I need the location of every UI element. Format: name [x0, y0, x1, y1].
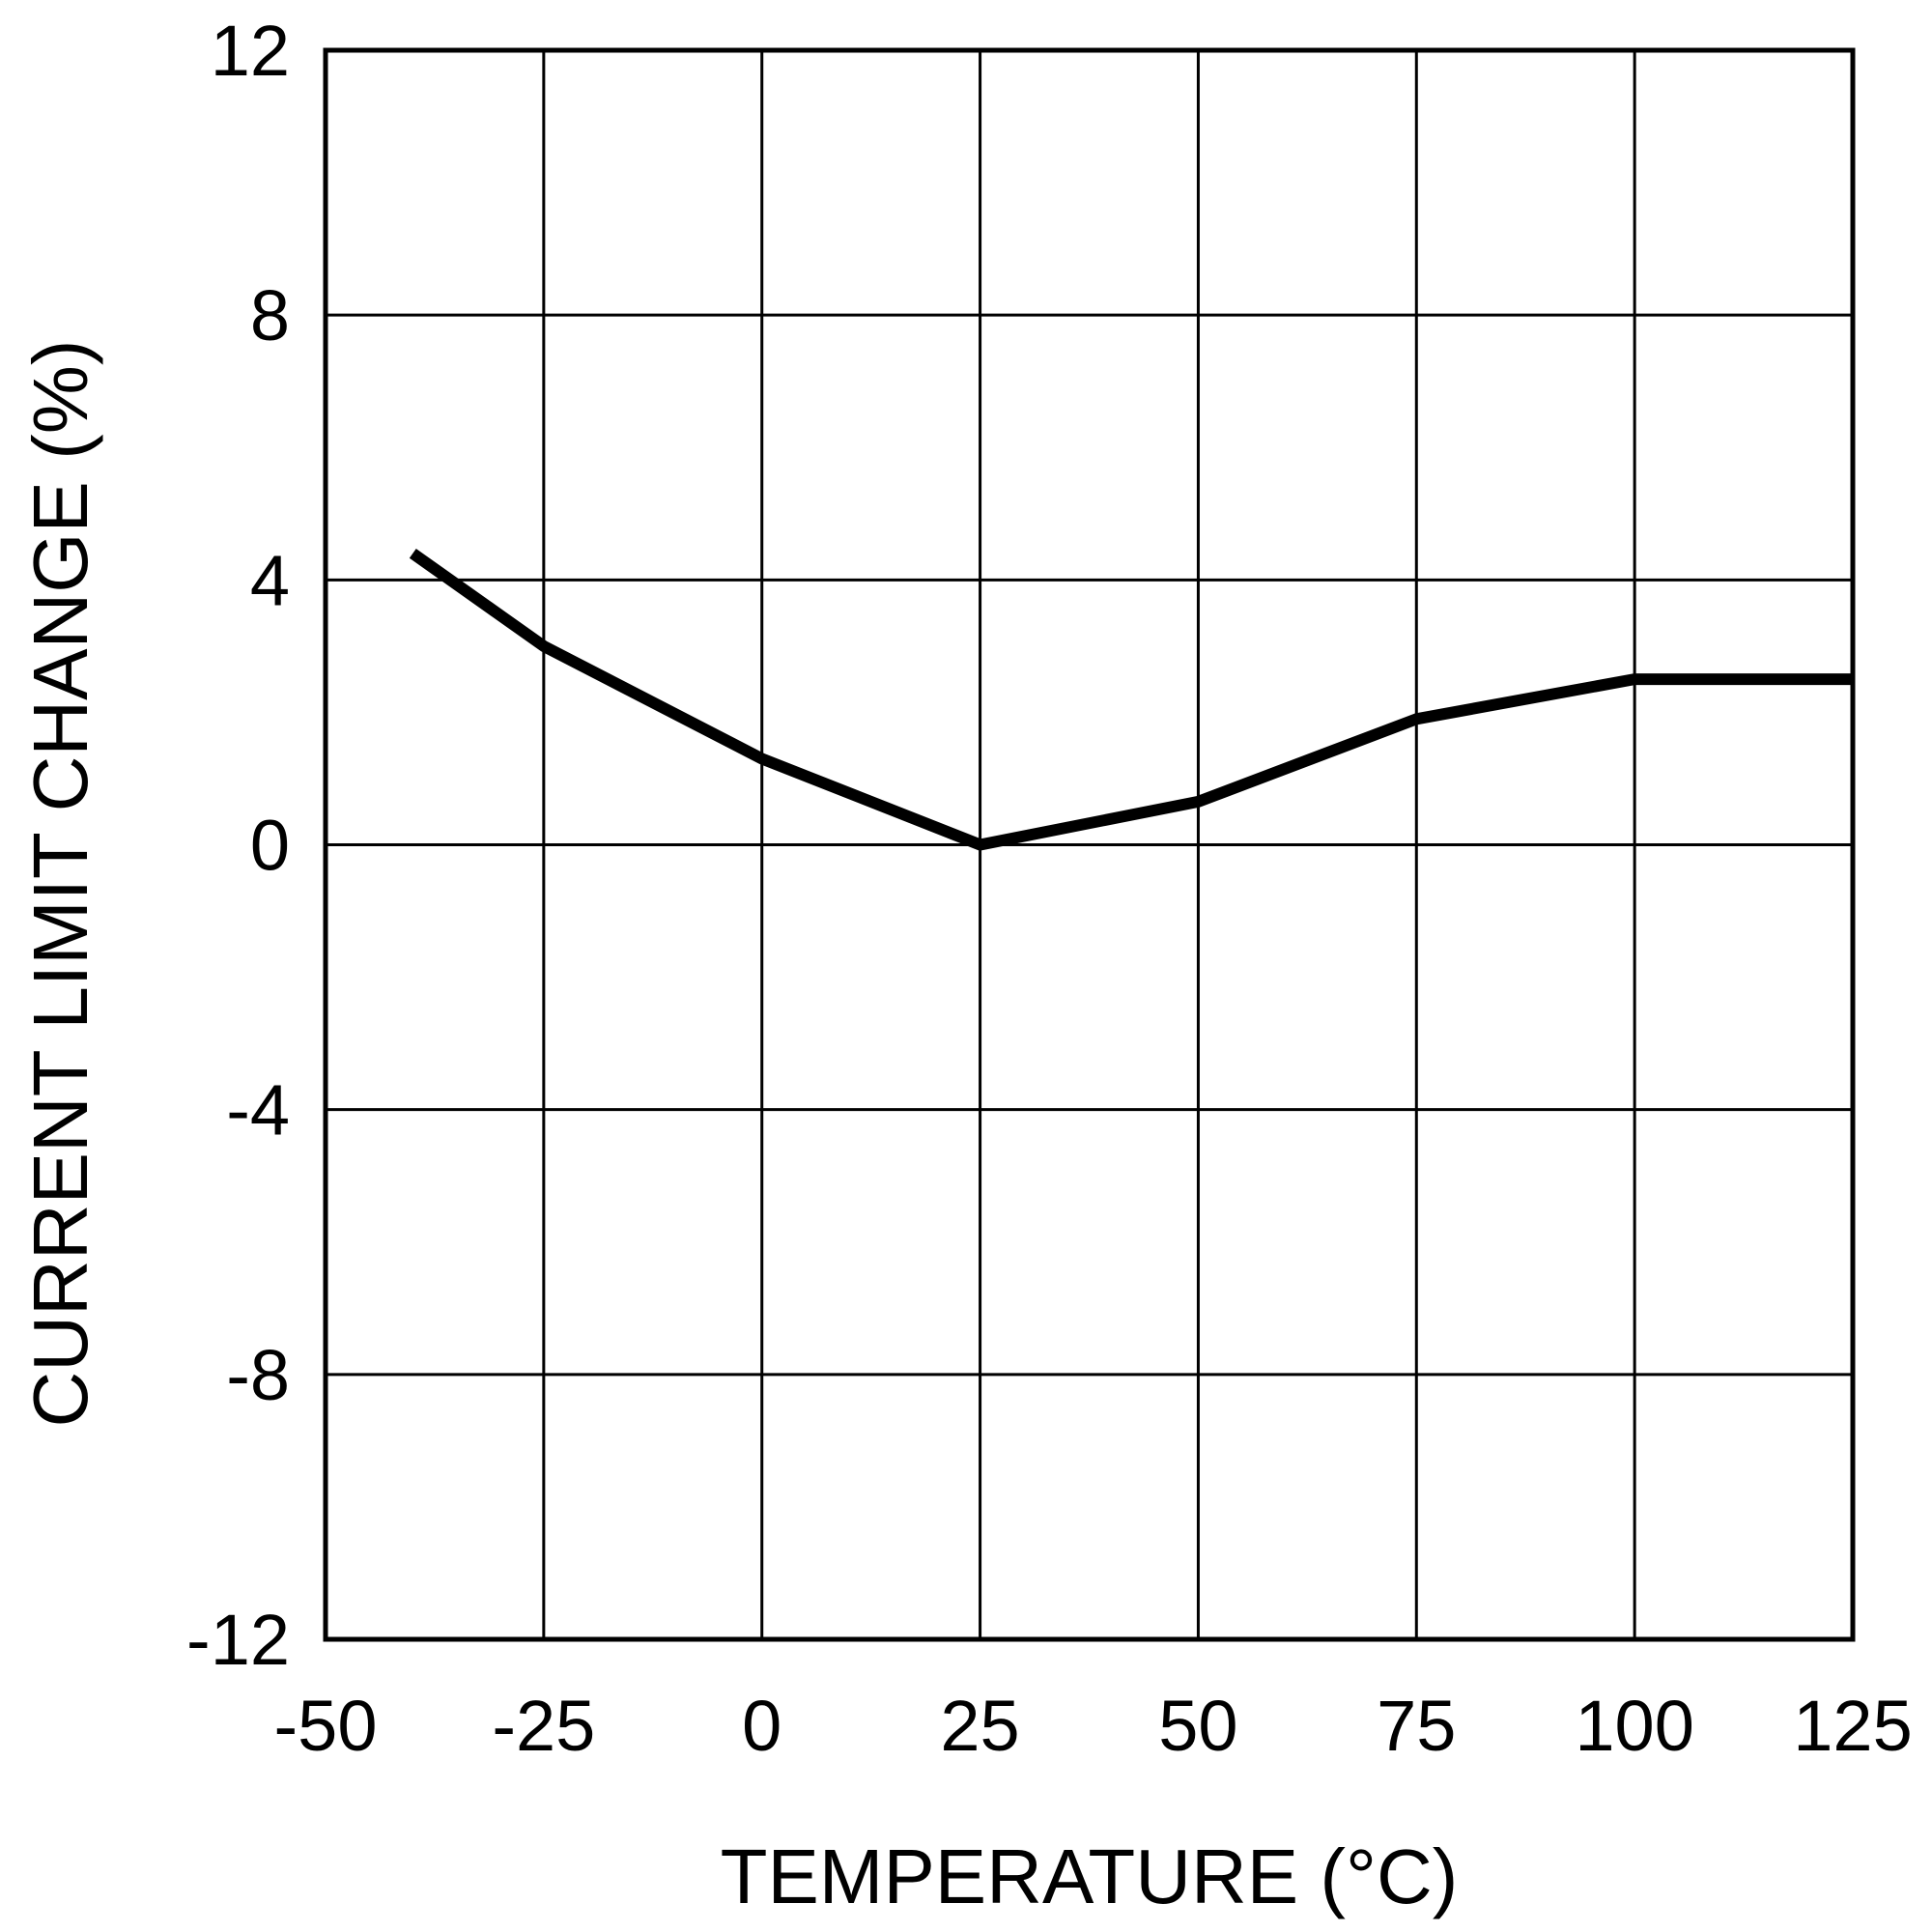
y-tick-label: 8 — [250, 275, 290, 355]
y-axis-title: CURRENT LIMIT CHANGE (%) — [17, 339, 103, 1427]
y-tick-label: -4 — [226, 1070, 290, 1151]
x-tick-labels: -50 -25 0 25 50 75 100 125 — [274, 1686, 1913, 1766]
x-tick-label: 75 — [1377, 1686, 1456, 1766]
y-tick-labels: 12 8 4 0 -4 -8 -12 — [186, 11, 290, 1680]
plot-frame — [323, 47, 1856, 1642]
series-line-0 — [409, 549, 1853, 851]
x-tick-label: 50 — [1158, 1686, 1237, 1766]
x-axis-title: TEMPERATURE (°C) — [721, 1833, 1459, 1919]
data-series — [409, 549, 1853, 851]
x-tick-label: 25 — [940, 1686, 1019, 1766]
y-tick-label: 4 — [250, 540, 290, 620]
x-tick-label: 100 — [1575, 1686, 1693, 1766]
y-tick-label: -8 — [226, 1335, 290, 1415]
y-tick-label: -12 — [186, 1600, 290, 1680]
grid-lines — [326, 50, 1853, 1639]
x-tick-label: 125 — [1793, 1686, 1912, 1766]
y-tick-label: 0 — [250, 806, 290, 886]
y-tick-label: 12 — [211, 11, 290, 91]
x-tick-label: -50 — [274, 1686, 378, 1766]
x-tick-label: -25 — [492, 1686, 595, 1766]
x-tick-label: 0 — [742, 1686, 781, 1766]
